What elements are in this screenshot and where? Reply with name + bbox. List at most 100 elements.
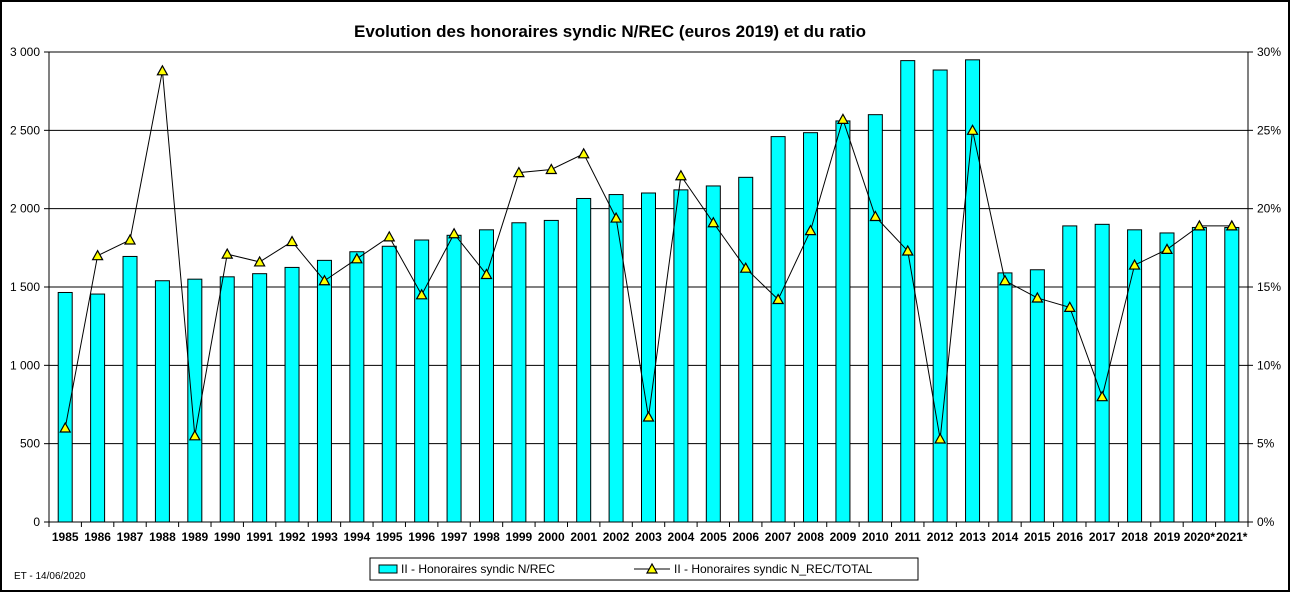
x-tick-label: 1988 — [149, 530, 176, 544]
y-left-tick-label: 3 000 — [10, 45, 40, 59]
ratio-point-2020* — [1193, 219, 1206, 231]
x-tick-label: 2015 — [1024, 530, 1051, 544]
ratio-point-1989 — [188, 429, 201, 441]
bar-2014 — [997, 272, 1013, 523]
bar-2017 — [1094, 223, 1110, 523]
ratio-point-2016 — [1063, 301, 1076, 312]
x-tick-label: 1985 — [52, 530, 79, 544]
ratio-point-2005 — [707, 216, 720, 228]
bar-2016 — [1062, 225, 1078, 523]
x-tick-label: 1999 — [506, 530, 533, 544]
bar-2007 — [770, 136, 786, 523]
ratio-point-2007 — [772, 293, 785, 305]
ratio-point-2015 — [1031, 291, 1044, 303]
bar-1992 — [284, 266, 300, 523]
ratio-point-2021* — [1225, 219, 1238, 231]
ratio-point-2008 — [804, 224, 817, 236]
y-right-tick-label: 25% — [1257, 123, 1281, 137]
x-tick-label: 1992 — [279, 530, 306, 544]
bar-2011 — [900, 60, 916, 523]
x-tick-label: 1986 — [84, 530, 111, 544]
ratio-point-1999 — [512, 166, 525, 178]
chart-title: Evolution des honoraires syndic N/REC (e… — [354, 22, 866, 41]
x-tick-label: 1993 — [311, 530, 338, 544]
bar-2018 — [1127, 229, 1143, 523]
x-tick-label: 2008 — [797, 530, 824, 544]
x-tick-label: 2010 — [862, 530, 889, 544]
bar-2021* — [1224, 226, 1240, 523]
bar-2000 — [543, 219, 559, 523]
ratio-point-1986 — [91, 249, 104, 261]
bar-2008 — [803, 132, 819, 523]
ratio-point-1993 — [318, 274, 331, 286]
bar-2004 — [673, 189, 689, 523]
x-tick-label: 1996 — [408, 530, 435, 544]
x-tick-label: 2016 — [1056, 530, 1083, 544]
ratio-point-1992 — [286, 235, 299, 247]
ratio-point-2002 — [610, 211, 623, 223]
x-tick-label: 1991 — [246, 530, 273, 544]
x-tick-label: 1995 — [376, 530, 403, 544]
bar-2019 — [1159, 232, 1175, 523]
ratio-point-2001 — [577, 147, 590, 159]
plot-area-border — [48, 51, 1249, 523]
bar-1988 — [154, 280, 170, 523]
bar-2010 — [867, 114, 883, 523]
x-tick-label: 1997 — [441, 530, 468, 544]
x-tick-label: 2012 — [927, 530, 954, 544]
bar-1987 — [122, 255, 138, 523]
footnote: ET - 14/06/2020 — [14, 571, 86, 582]
ratio-point-2000 — [545, 163, 558, 175]
x-tick-label: 2018 — [1121, 530, 1148, 544]
x-tick-label: 2017 — [1089, 530, 1116, 544]
bar-1997 — [446, 234, 462, 523]
y-right-tick-label: 10% — [1257, 358, 1281, 372]
y-right-tick-label: 0% — [1257, 515, 1275, 529]
x-tick-label: 2003 — [635, 530, 662, 544]
bar-2009 — [835, 120, 851, 523]
ratio-point-2019 — [1160, 243, 1174, 254]
y-left-tick-label: 2 500 — [10, 123, 40, 137]
y-left-tick-label: 1 000 — [10, 358, 40, 372]
bar-1994 — [349, 251, 365, 523]
y-right-tick-label: 5% — [1257, 437, 1275, 451]
legend-swatch-marker — [645, 562, 659, 574]
ratio-point-2017 — [1096, 390, 1109, 402]
x-tick-label: 1998 — [473, 530, 500, 544]
bar-1986 — [90, 293, 106, 523]
x-tick-label: 1990 — [214, 530, 241, 544]
bar-1996 — [414, 239, 430, 523]
legend-label-line: II - Honoraires syndic N_REC/TOTAL — [674, 562, 873, 576]
bar-1995 — [381, 245, 397, 523]
bar-1985 — [57, 291, 73, 523]
x-tick-label: 2006 — [732, 530, 759, 544]
ratio-point-1990 — [221, 247, 234, 259]
x-tick-label: 2005 — [700, 530, 727, 544]
ratio-point-2012 — [934, 432, 947, 444]
ratio-point-2009 — [836, 113, 849, 124]
y-left-tick-label: 500 — [20, 437, 40, 451]
ratio-point-2004 — [674, 169, 687, 181]
bar-1991 — [252, 273, 268, 523]
line-series — [59, 64, 1238, 444]
bar-2001 — [576, 197, 592, 523]
bar-1999 — [511, 222, 527, 523]
ratio-point-2014 — [998, 274, 1011, 286]
x-tick-label: 2020* — [1184, 530, 1216, 544]
y-right-tick-label: 30% — [1257, 45, 1281, 59]
bar-2003 — [641, 192, 656, 523]
x-tick-label: 2002 — [603, 530, 630, 544]
ratio-point-2006 — [739, 261, 752, 273]
x-tick-label: 2001 — [570, 530, 597, 544]
ratio-point-1985 — [59, 421, 72, 433]
x-tick-label: 2007 — [765, 530, 792, 544]
x-tick-label: 1989 — [181, 530, 208, 544]
ratio-point-2018 — [1128, 258, 1141, 270]
y-left-tick-label: 0 — [33, 515, 40, 529]
ratio-point-1998 — [480, 268, 493, 280]
x-tick-label: 2000 — [538, 530, 565, 544]
y-right-tick-label: 20% — [1257, 202, 1281, 216]
bar-2020* — [1191, 226, 1207, 523]
ratio-point-2011 — [901, 244, 914, 256]
